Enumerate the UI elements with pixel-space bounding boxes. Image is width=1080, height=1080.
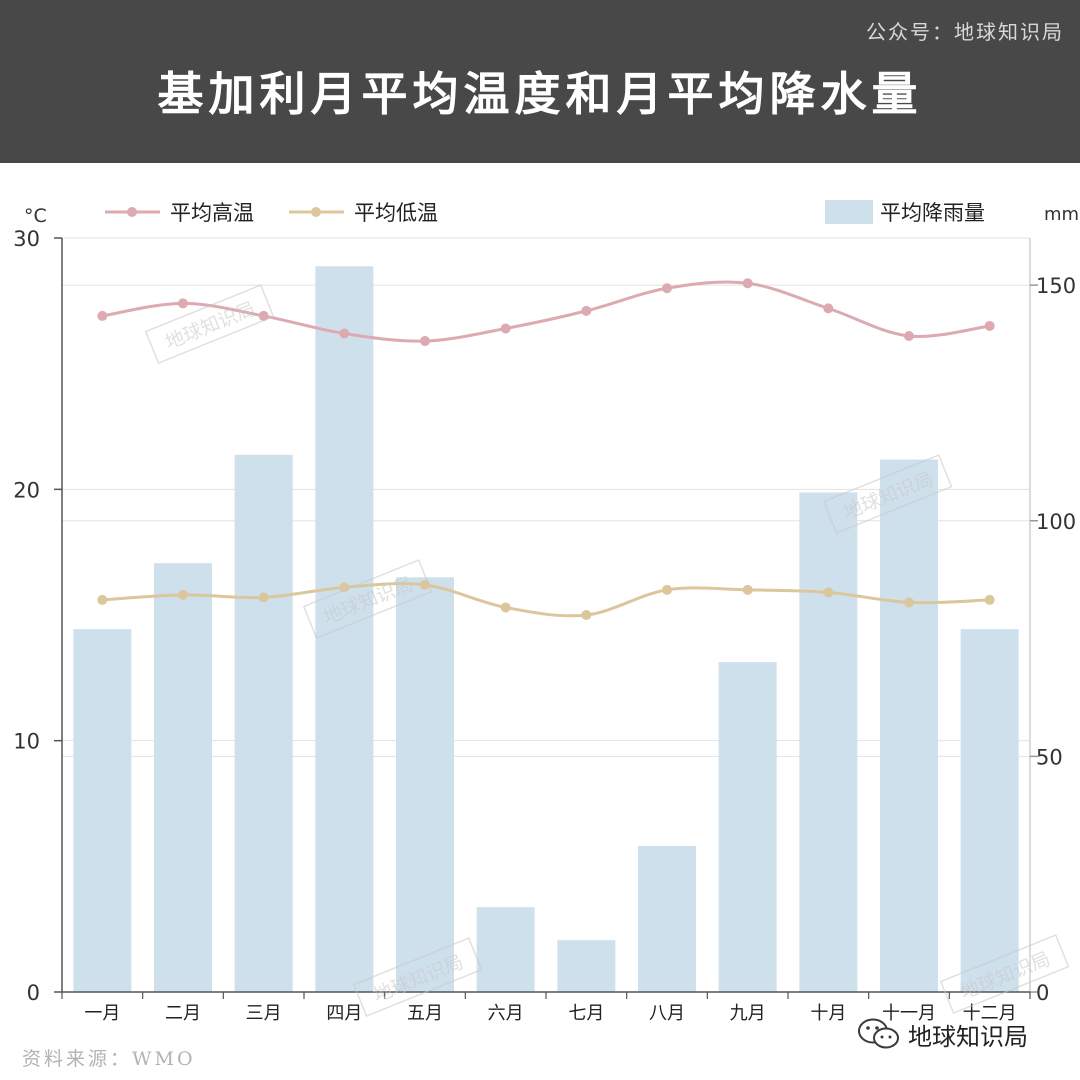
- x-tick-label: 十一月: [882, 1003, 936, 1024]
- low-temp-point: [742, 584, 753, 595]
- rain-bar: [315, 266, 374, 992]
- brand-mark: 地球知识局: [856, 1014, 1028, 1054]
- legend: 平均高温 平均低温 平均降雨量: [105, 200, 985, 225]
- low-temp-point: [178, 589, 188, 600]
- rain-bar: [638, 845, 696, 992]
- x-tick-label: 二月: [165, 1003, 201, 1024]
- high-temp-point: [500, 323, 511, 334]
- legend-high-dot: [127, 207, 137, 217]
- chart-title: 基加利月平均温度和月平均降水量: [157, 67, 923, 121]
- right-tick-label: 150: [1036, 274, 1076, 298]
- x-tick-label: 三月: [246, 1003, 282, 1024]
- legend-low-dot: [311, 207, 321, 217]
- low-temp-point: [662, 584, 672, 595]
- x-tick-label: 八月: [649, 1003, 685, 1024]
- chat-bubble-icon: [858, 1018, 899, 1049]
- source-note: 资料来源：WMO: [22, 1048, 196, 1070]
- rain-bar: [154, 563, 212, 992]
- left-tick-label: 10: [13, 730, 40, 754]
- low-temp-point: [904, 597, 914, 608]
- low-temp-point: [500, 602, 511, 613]
- high-temp-point: [742, 278, 753, 289]
- x-tick-label: 一月: [84, 1003, 120, 1024]
- left-tick-label: 0: [27, 981, 40, 1005]
- high-temp-point: [823, 303, 834, 314]
- brand-label: 地球知识局: [908, 1022, 1028, 1051]
- header-banner: 公众号：地球知识局 基加利月平均温度和月平均降水量: [0, 0, 1080, 163]
- legend-rain-swatch: [825, 200, 873, 224]
- low-temp-point: [258, 592, 269, 603]
- bar-series: [73, 266, 1019, 992]
- high-temp-point: [178, 298, 188, 309]
- right-unit-label: mm: [1044, 204, 1079, 225]
- axes: [54, 237, 1038, 999]
- rain-bar: [799, 492, 858, 992]
- high-temp-point: [904, 331, 914, 342]
- x-tick-label: 四月: [326, 1003, 362, 1024]
- account-label: 公众号：地球知识局: [866, 20, 1064, 44]
- rain-bar: [234, 454, 293, 992]
- rain-bar: [960, 629, 1019, 992]
- legend-high-label: 平均高温: [170, 201, 254, 225]
- rain-bar: [557, 940, 616, 992]
- left-unit-label: °C: [24, 205, 47, 227]
- high-temp-point: [420, 336, 430, 347]
- line-series: [97, 278, 995, 620]
- high-temp-line: [102, 280, 990, 343]
- low-temp-point: [984, 594, 995, 605]
- left-tick-label: 30: [13, 227, 40, 251]
- legend-rain-label: 平均降雨量: [880, 201, 985, 225]
- watermark-stamp: 地球知识局: [144, 284, 275, 365]
- x-tick-label: 十月: [810, 1003, 846, 1024]
- low-temp-point: [97, 594, 108, 605]
- left-tick-label: 20: [13, 478, 40, 502]
- high-temp-point: [581, 305, 592, 316]
- grid-lines: [62, 237, 1030, 757]
- tick-labels: 0 10 20 30 0 50 100 150 一月 二月 三月 四月 五月 六月 七月 八月 九月 十月 十一月 十…: [13, 204, 1079, 1024]
- rain-bar: [880, 459, 938, 992]
- low-temp-point: [823, 587, 834, 598]
- x-tick-label: 五月: [407, 1003, 443, 1024]
- x-tick-label: 九月: [730, 1003, 766, 1024]
- legend-low-label: 平均低温: [354, 201, 438, 225]
- right-tick-label: 100: [1036, 510, 1076, 534]
- high-temp-point: [339, 328, 350, 339]
- rain-bar: [396, 577, 454, 992]
- high-temp-point: [258, 310, 269, 321]
- low-temp-point: [581, 610, 592, 620]
- rain-bar: [476, 907, 535, 992]
- high-temp-point: [97, 310, 108, 321]
- right-tick-label: 50: [1036, 745, 1063, 769]
- high-temp-point: [984, 320, 995, 331]
- x-tick-label: 六月: [488, 1003, 524, 1024]
- right-tick-label: 0: [1036, 981, 1049, 1005]
- rain-bar: [73, 629, 132, 992]
- x-tick-label: 十二月: [963, 1003, 1017, 1024]
- high-temp-point: [662, 283, 672, 294]
- rain-bar: [718, 662, 777, 992]
- x-tick-label: 七月: [568, 1003, 604, 1024]
